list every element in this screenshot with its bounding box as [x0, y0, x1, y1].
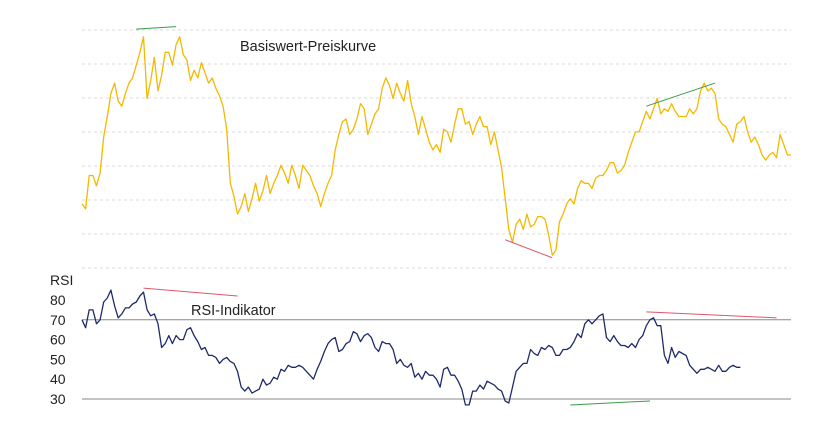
bullish-divergence-line — [646, 82, 716, 107]
price-gridlines — [82, 29, 791, 269]
rsi-tick-label: 40 — [50, 371, 66, 387]
rsi-series-line — [81, 289, 741, 406]
price-divergence-lines — [136, 26, 716, 259]
rsi-y-ticks: 30 40 50 60 70 80 — [50, 292, 66, 407]
rsi-chart-title: RSI-Indikator — [191, 303, 276, 319]
bearish-divergence-line — [505, 239, 553, 259]
bullish-divergence-line — [136, 26, 177, 30]
rsi-tick-label: 60 — [50, 332, 66, 348]
rsi-tick-label: 30 — [50, 391, 66, 407]
rsi-panel: RSI 30 40 50 60 70 80 RSI-Indikator — [50, 272, 791, 407]
price-series-line — [81, 36, 791, 256]
rsi-divergence-lines — [143, 287, 777, 406]
rsi-tick-label: 80 — [50, 292, 66, 308]
bearish-divergence-line — [143, 287, 238, 297]
rsi-tick-label: 50 — [50, 351, 66, 367]
bullish-divergence-line — [570, 400, 650, 406]
bearish-divergence-line — [646, 311, 777, 319]
rsi-axis-label: RSI — [50, 272, 73, 288]
price-panel: Basiswert-Preiskurve — [81, 26, 791, 269]
price-chart-title: Basiswert-Preiskurve — [240, 39, 376, 55]
rsi-tick-label: 70 — [50, 312, 66, 328]
